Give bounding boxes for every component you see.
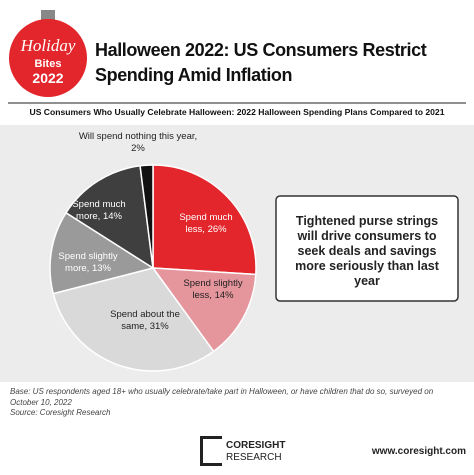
badge-line: Bites [34, 58, 62, 70]
footer-background [0, 382, 474, 475]
slice-label: Spend slightly less, 14% [183, 278, 243, 301]
callout-box [275, 195, 459, 302]
pie-slice [152, 164, 257, 276]
pie-slice [52, 267, 215, 372]
chart-title: US Consumers Who Usually Celebrate Hallo… [29, 107, 445, 117]
callout: Tightened purse strings will drive consu… [295, 214, 439, 288]
footnote: Base: US respondents aged 18+ who usuall… [10, 387, 434, 407]
badge-line: 2022 [32, 70, 64, 86]
source: Source: Coresight Research [10, 408, 111, 417]
badge-line: Holiday [20, 36, 76, 55]
logo-text: CORESIGHT [226, 440, 286, 451]
pie-slice [49, 211, 155, 295]
slice-label: Spend much less, 26% [179, 212, 233, 235]
ornament-cap [41, 10, 55, 20]
slice-label: Will spend nothing this year, 2% [78, 131, 198, 154]
slice-label: Spend slightly more, 13% [58, 251, 118, 274]
pie-slice [64, 164, 154, 270]
logo-mark [200, 436, 222, 466]
pie-slice [139, 164, 154, 269]
slice-label: Spend about the same, 31% [110, 309, 180, 332]
title: Halloween 2022: US Consumers Restrict Sp… [95, 40, 427, 85]
logo-text: RESEARCH [226, 452, 282, 463]
url: www.coresight.com [371, 446, 466, 457]
slice-label: Spend much more, 14% [72, 199, 126, 222]
pie-slice [151, 267, 257, 353]
pie [49, 164, 257, 372]
ornament [9, 19, 87, 97]
